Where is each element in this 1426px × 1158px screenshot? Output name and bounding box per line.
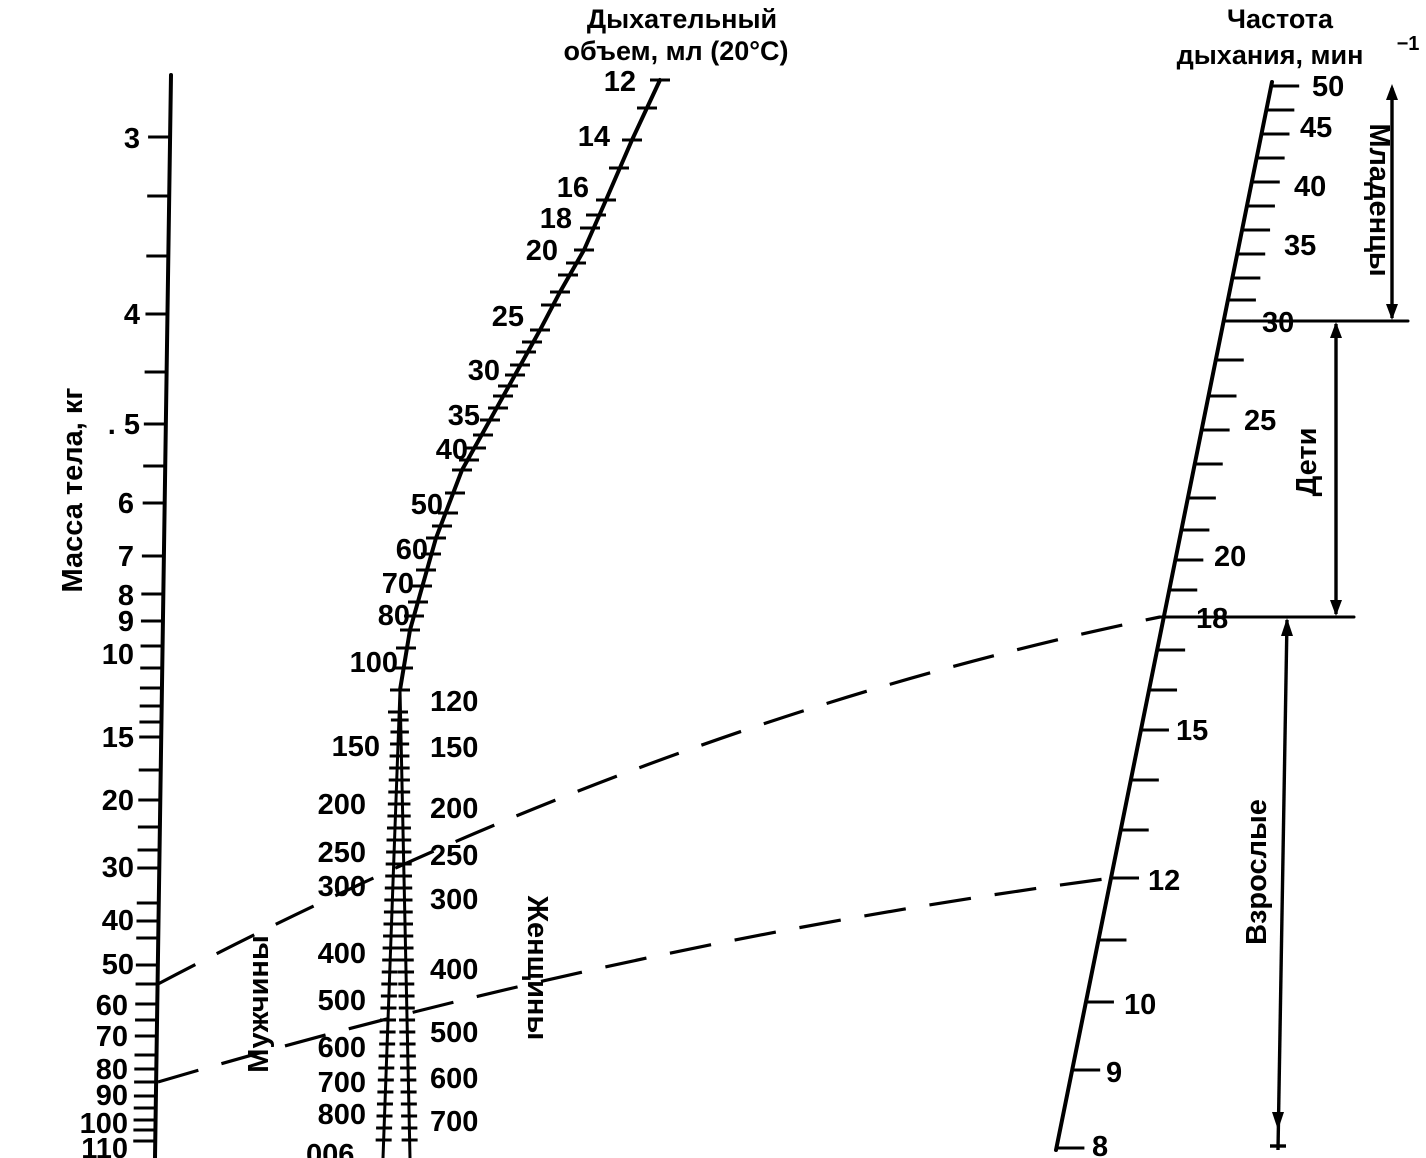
volume-label-women: 700 <box>430 1106 478 1138</box>
volume-label-men: 250 <box>318 837 366 869</box>
weight-label: 20 <box>102 785 134 817</box>
volume-label-men: 600 <box>318 1032 366 1064</box>
volume-axis-ticks <box>375 78 670 1142</box>
weight-axis-line <box>153 73 173 1158</box>
rate-label: 12 <box>1148 865 1180 897</box>
volume-label-women: 150 <box>430 732 478 764</box>
volume-label-women: 500 <box>430 1017 478 1049</box>
weight-label: 4 <box>124 299 140 331</box>
infants-range-arrow <box>1386 84 1398 320</box>
infants-label: Младенцы <box>1363 123 1395 276</box>
example-line-adult <box>157 876 1113 1084</box>
volume-label-women: 120 <box>430 686 478 718</box>
volume-label: 60 <box>396 534 428 566</box>
men-label: Мужчины <box>243 935 275 1072</box>
rate-label: 10 <box>1124 989 1156 1021</box>
volume-label-women: 600 <box>430 1063 478 1095</box>
rate-axis-title-line2: дыхания, мин <box>1177 40 1364 70</box>
weight-label: 80 <box>96 1054 128 1086</box>
weight-label: 10 <box>102 639 134 671</box>
rate-axis-title-line1: Частота <box>1227 4 1334 34</box>
rate-axis-labels: 50 45 40 35 30 25 20 18 15 12 10 9 8 <box>1092 71 1344 1158</box>
rate-label: 8 <box>1092 1131 1108 1158</box>
adults-label: Взрослые <box>1241 799 1273 945</box>
volume-label-women: 250 <box>430 840 478 872</box>
rate-label: 9 <box>1106 1057 1122 1089</box>
adults-range-arrow <box>1270 618 1293 1151</box>
women-label: Женщины <box>521 895 553 1040</box>
volume-label-men: 200 <box>318 789 366 821</box>
volume-label: 14 <box>578 121 610 153</box>
rate-label: 20 <box>1214 541 1246 573</box>
volume-label-men: 500 <box>318 985 366 1017</box>
volume-label-men: 400 <box>318 938 366 970</box>
rate-label: 35 <box>1284 230 1316 262</box>
weight-label: 40 <box>102 905 134 937</box>
rate-label: 15 <box>1176 715 1208 747</box>
volume-label: 12 <box>604 66 636 98</box>
weight-label: 90 <box>96 1080 128 1112</box>
weight-axis-labels: 3 4 . 5 6 7 8 9 10 15 20 30 40 50 60 70 … <box>80 123 140 1158</box>
rate-axis-title-superscript: −1 <box>1397 33 1420 55</box>
volume-label-women: 300 <box>430 884 478 916</box>
volume-label-men: 900 <box>306 1137 354 1158</box>
volume-label: 25 <box>492 301 524 333</box>
volume-label: 20 <box>526 235 558 267</box>
weight-label: 70 <box>96 1021 128 1053</box>
weight-label: 60 <box>96 990 128 1022</box>
weight-label: 110 <box>81 1133 128 1158</box>
example-line-child <box>157 615 1161 986</box>
volume-label: 18 <box>540 203 572 235</box>
volume-label-men: 300 <box>318 871 366 903</box>
volume-axis-title-line1: Дыхательный <box>587 4 777 34</box>
volume-label-men: 700 <box>318 1067 366 1099</box>
weight-axis-ticks <box>133 135 171 1143</box>
rate-label: 25 <box>1244 405 1276 437</box>
weight-label: 9 <box>118 606 134 638</box>
volume-axis-curve <box>398 78 662 692</box>
volume-label: 100 <box>350 647 398 679</box>
volume-label-men: 800 <box>318 1099 366 1131</box>
volume-labels-upper: 12 14 16 18 20 25 30 35 40 50 60 70 80 1… <box>350 66 636 679</box>
volume-label: 30 <box>468 355 500 387</box>
volume-label: 70 <box>382 568 414 600</box>
volume-label: 16 <box>557 172 589 204</box>
weight-label: . 5 <box>108 409 140 441</box>
volume-label: 40 <box>436 434 468 466</box>
rate-label: 50 <box>1312 71 1344 103</box>
weight-label: 6 <box>118 488 134 520</box>
volume-labels-men: 150 200 250 300 400 500 600 700 800 900 <box>306 731 380 1158</box>
rate-label: 45 <box>1300 112 1332 144</box>
weight-label: 50 <box>102 949 134 981</box>
weight-label: 100 <box>80 1108 128 1140</box>
rate-label: 18 <box>1196 603 1228 635</box>
weight-label: 7 <box>118 541 134 573</box>
volume-label: 80 <box>378 600 410 632</box>
weight-label: 15 <box>102 722 134 754</box>
weight-axis-title: Масса тела, кг <box>57 387 89 592</box>
volume-labels-women: 120 150 200 250 300 400 500 600 700 <box>430 686 478 1138</box>
rate-label: 40 <box>1294 171 1326 203</box>
volume-axis-title-line2: объем, мл (20°С) <box>563 36 788 66</box>
volume-label-men: 150 <box>332 731 380 763</box>
volume-label: 35 <box>448 400 480 432</box>
weight-label: 3 <box>124 123 140 155</box>
volume-label-women: 400 <box>430 954 478 986</box>
volume-label-women: 200 <box>430 793 478 825</box>
volume-label: 50 <box>411 489 443 521</box>
children-label: Дети <box>1291 428 1323 497</box>
weight-label: 8 <box>118 580 134 612</box>
children-range-arrow <box>1330 322 1342 616</box>
weight-label: 30 <box>102 852 134 884</box>
rate-axis-ticks <box>1056 84 1300 1150</box>
rate-label: 30 <box>1262 307 1294 339</box>
